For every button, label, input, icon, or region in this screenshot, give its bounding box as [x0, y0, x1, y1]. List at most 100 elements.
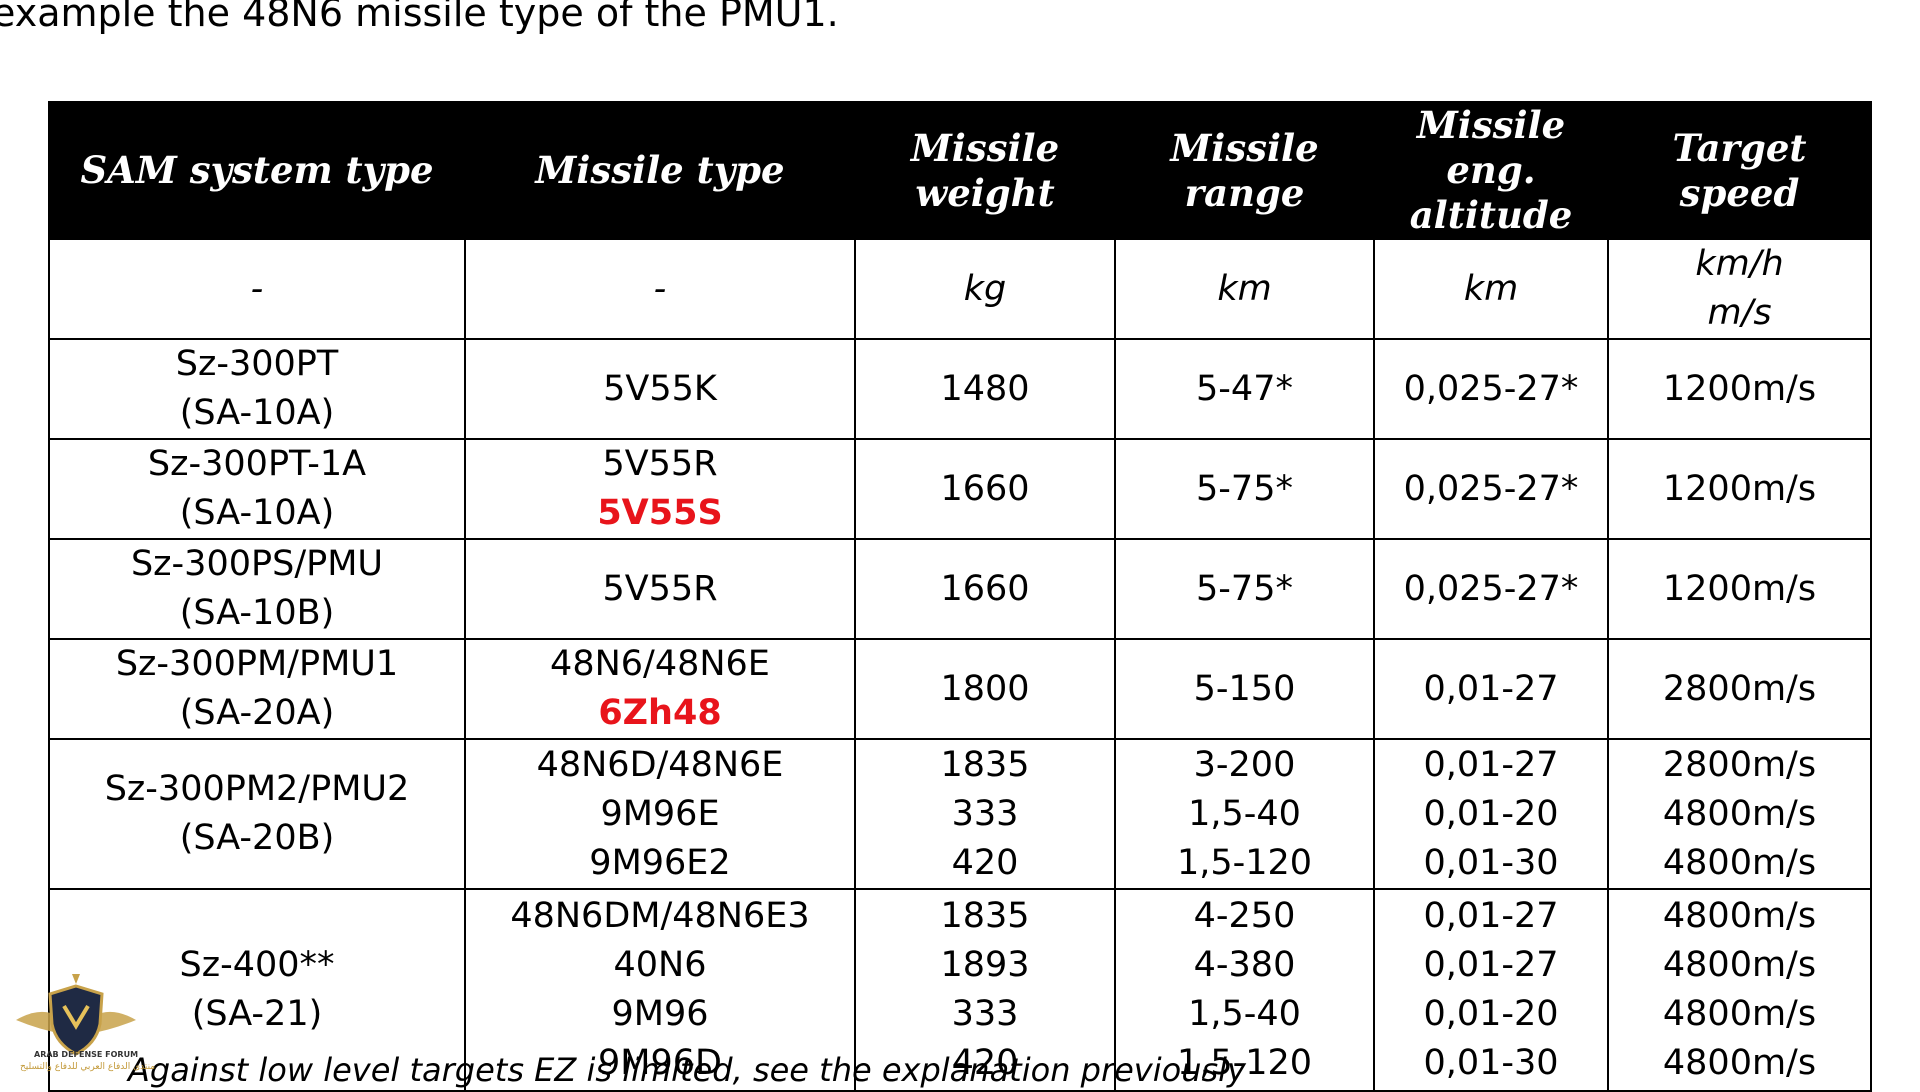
cell-missile-weight: 1660	[854, 438, 1116, 540]
cell-missile-weight-line: 420	[951, 842, 1019, 883]
cell-target-speed-line: 4800m/s	[1662, 793, 1817, 834]
cell-missile-weight: 1800	[854, 638, 1116, 740]
cell-missile-weight-line: 333	[951, 994, 1019, 1034]
table-row: Sz-300PT (SA-10A) 5V55K 1480 5-47* 0,025-27* 1…	[48, 338, 1872, 440]
cell-target-speed: 1200m/s	[1607, 338, 1872, 440]
cell-sam-system-line: Sz-300PM2/PMU2	[104, 769, 410, 809]
cell-missile-weight: 1660	[854, 538, 1116, 640]
table-header-row: SAM system type Missile type Missile wei…	[48, 101, 1872, 240]
cell-target-speed-line: 4800m/s	[1662, 945, 1817, 985]
cell-target-speed-line: 2800m/s	[1662, 744, 1817, 785]
cell-missile-range-line: 1,5-40	[1188, 994, 1301, 1034]
cell-missile-type-line: 9M96E2	[589, 842, 731, 883]
cell-eng-altitude: 0,025-27*	[1373, 338, 1609, 440]
cell-missile-weight-line: 1660	[940, 568, 1030, 609]
cell-eng-altitude-line: 0,01-27	[1423, 945, 1559, 985]
header-missile-type: Missile type	[464, 101, 856, 240]
cell-target-speed: 1200m/s	[1607, 538, 1872, 640]
cell-sam-system-line: (SA-10A)	[179, 493, 335, 533]
missile-highlight: 5V55S	[597, 493, 723, 533]
cell-eng-altitude-line: 0,01-20	[1423, 994, 1559, 1034]
cell-target-speed-line: 4800m/s	[1662, 994, 1817, 1034]
cell-sam-system-line: Sz-300PT-1A	[147, 444, 367, 484]
cell-missile-range-line: 4-250	[1193, 896, 1296, 936]
cell-eng-altitude-line: 0,01-30	[1423, 842, 1559, 883]
cell-missile-type-line: 5V55K	[603, 368, 717, 409]
logo-text-ar: منتدى الدفاع العربي للدفاع والتسليح	[20, 1062, 156, 1072]
cell-target-speed-line: 2800m/s	[1662, 668, 1817, 709]
cell-target-speed: 2800m/s 4800m/s 4800m/s	[1607, 738, 1872, 890]
cell-missile-type-line: 9M96D	[598, 1043, 722, 1083]
cell-sam-system-line: Sz-400**	[179, 945, 335, 985]
unit-system: -	[48, 238, 466, 340]
table-row: Sz-300PS/PMU (SA-10B) 5V55R 1660 5-75* 0,025-…	[48, 538, 1872, 640]
cell-missile-range: 5-150	[1114, 638, 1375, 740]
cell-missile-range: 5-75*	[1114, 538, 1375, 640]
table-row: Sz-300PM2/PMU2 (SA-20B) 48N6D/48N6E 9M96E 9M…	[48, 738, 1872, 890]
table-row: Sz-400** (SA-21) 48N6DM/48N6E3 40N6 9M96 9M96…	[48, 888, 1872, 1092]
cell-eng-altitude-line: 0,01-27	[1423, 668, 1559, 709]
cell-eng-altitude-line: 0,01-20	[1423, 793, 1559, 834]
cell-sam-system-line: (SA-20A)	[179, 693, 335, 733]
cell-missile-range-line: 3-200	[1193, 744, 1296, 785]
cell-missile-range: 5-47*	[1114, 338, 1375, 440]
unit-speed-kmh: km/h	[1695, 244, 1784, 284]
cell-sam-system-line: Sz-300PS/PMU	[130, 544, 384, 584]
cell-sam-system: Sz-300PM/PMU1 (SA-20A)	[48, 638, 466, 740]
units-row: - - kg km km km/h m/s	[48, 238, 1872, 340]
cell-eng-altitude-line: 0,025-27*	[1403, 568, 1579, 609]
cell-missile-weight: 1480	[854, 338, 1116, 440]
cell-sam-system: Sz-300PT (SA-10A)	[48, 338, 466, 440]
header-missile-eng-altitude: Missile eng. altitude	[1373, 101, 1609, 240]
cell-missile-weight-line: 1835	[940, 896, 1030, 936]
logo-text-en: ARAB DEFENSE FORUM	[34, 1050, 139, 1059]
cell-missile-type: 48N6/48N6E 6Zh48	[464, 638, 856, 740]
cell-eng-altitude-line: 0,01-30	[1423, 1043, 1559, 1083]
cell-missile-range: 3-200 1,5-40 1,5-120	[1114, 738, 1375, 890]
cell-eng-altitude: 0,025-27*	[1373, 438, 1609, 540]
intro-sentence: example the 48N6 missile type of the PMU…	[0, 0, 839, 35]
cell-eng-altitude: 0,01-27 0,01-20 0,01-30	[1373, 738, 1609, 890]
cell-sam-system: Sz-300PS/PMU (SA-10B)	[48, 538, 466, 640]
cell-eng-altitude: 0,025-27*	[1373, 538, 1609, 640]
cell-missile-type: 48N6D/48N6E 9M96E 9M96E2	[464, 738, 856, 890]
cell-target-speed-line: 1200m/s	[1662, 468, 1817, 509]
cell-target-speed: 1200m/s	[1607, 438, 1872, 540]
cell-sam-system-line: Sz-300PT	[175, 344, 339, 384]
cell-sam-system: Sz-300PM2/PMU2 (SA-20B)	[48, 738, 466, 890]
cell-target-speed-line: 1200m/s	[1662, 568, 1817, 609]
cell-missile-type: 5V55K	[464, 338, 856, 440]
cell-eng-altitude-line: 0,025-27*	[1403, 368, 1579, 409]
cell-missile-type: 5V55R 5V55S	[464, 438, 856, 540]
cell-missile-weight: 1835 1893 333 420	[854, 888, 1116, 1092]
unit-speed: km/h m/s	[1607, 238, 1872, 340]
cell-missile-range-line: 5-75*	[1196, 568, 1293, 609]
cell-missile-weight-line: 420	[951, 1043, 1019, 1083]
cell-missile-range-line: 5-75*	[1196, 468, 1293, 509]
cell-missile-range-line: 1,5-120	[1176, 842, 1313, 883]
unit-altitude: km	[1373, 238, 1609, 340]
cell-missile-weight-line: 1893	[940, 945, 1030, 985]
cell-missile-type-line: 5V55R	[602, 568, 718, 609]
cell-sam-system: Sz-400** (SA-21)	[48, 888, 466, 1092]
cell-sam-system: Sz-300PT-1A (SA-10A)	[48, 438, 466, 540]
cell-missile-type-line: 48N6D/48N6E	[536, 744, 784, 785]
cell-missile-type-line: 5V55R	[602, 444, 718, 484]
cell-eng-altitude-line: 0,01-27	[1423, 896, 1559, 936]
cell-missile-type-line: 9M96E	[600, 793, 720, 834]
cell-missile-weight-line: 1800	[940, 668, 1030, 709]
cell-missile-weight: 1835 333 420	[854, 738, 1116, 890]
cell-eng-altitude-line: 0,025-27*	[1403, 468, 1579, 509]
cell-missile-type-line: 48N6/48N6E	[550, 644, 770, 684]
cell-target-speed-line: 4800m/s	[1662, 1043, 1817, 1083]
cell-missile-range-line: 1,5-120	[1176, 1043, 1313, 1083]
cell-missile-range-line: 4-380	[1193, 945, 1296, 985]
cell-eng-altitude: 0,01-27	[1373, 638, 1609, 740]
cell-missile-range-line: 5-150	[1193, 668, 1296, 709]
cell-sam-system-line: (SA-21)	[191, 994, 323, 1034]
cell-target-speed-line: 4800m/s	[1662, 896, 1817, 936]
cell-missile-range-line: 5-47*	[1196, 368, 1293, 409]
arab-defense-forum-logo-icon	[16, 974, 136, 1056]
header-target-speed: Target speed	[1607, 101, 1872, 240]
unit-weight: kg	[854, 238, 1116, 340]
